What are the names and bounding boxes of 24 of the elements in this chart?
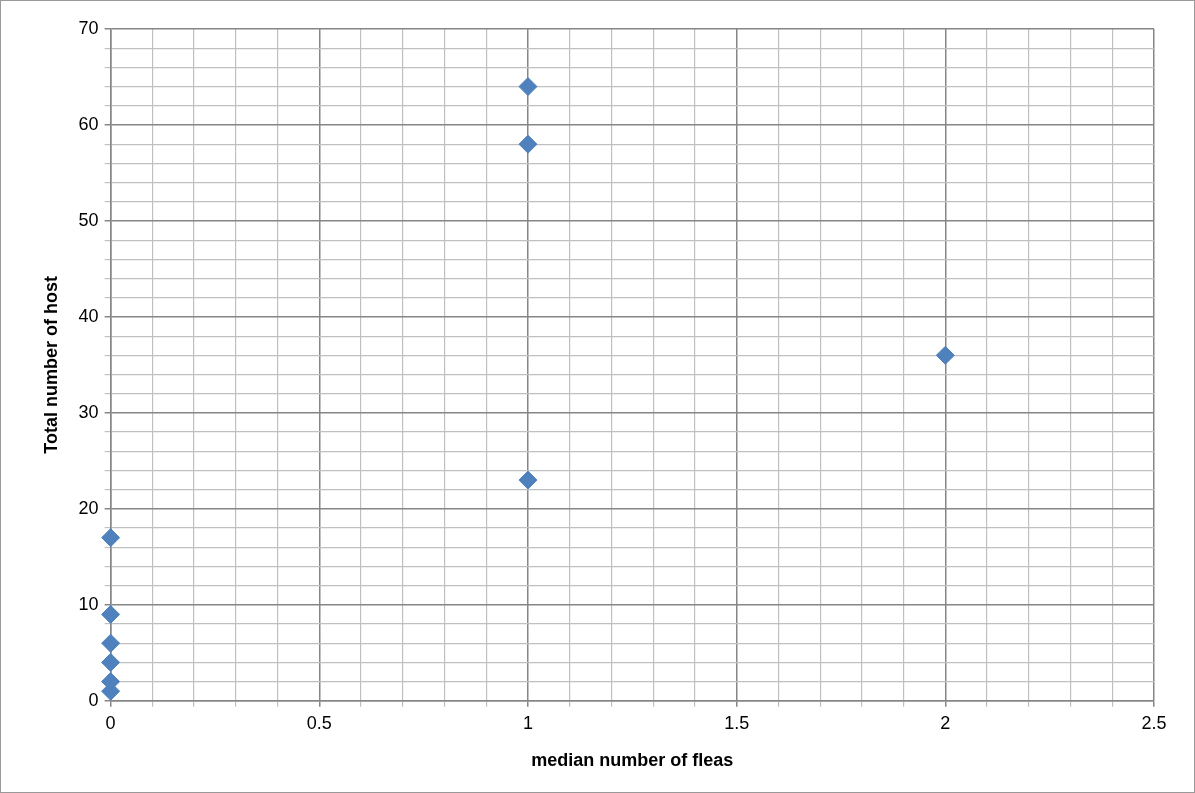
point <box>518 134 538 154</box>
y-tick-label: 40 <box>78 305 99 326</box>
x-axis-title: median number of fleas <box>531 750 734 771</box>
y-tick-label: 30 <box>78 401 99 422</box>
point <box>101 528 121 548</box>
y-tick-label: 0 <box>88 689 99 710</box>
x-tick-label: 0.5 <box>306 712 332 733</box>
y-tick-label: 50 <box>78 209 99 230</box>
point <box>101 633 121 653</box>
y-tick-label: 60 <box>78 113 99 134</box>
point <box>518 77 538 97</box>
x-tick-label: 1 <box>522 712 533 733</box>
x-tick-label: 1.5 <box>724 712 750 733</box>
y-tick-label: 20 <box>78 497 99 518</box>
point <box>935 345 955 365</box>
y-tick-label: 70 <box>78 17 99 38</box>
x-tick-label: 2 <box>940 712 951 733</box>
point <box>101 604 121 624</box>
x-tick-label: 0 <box>105 712 116 733</box>
point <box>518 470 538 490</box>
x-tick-label: 2.5 <box>1141 712 1167 733</box>
point <box>101 652 121 672</box>
y-axis-title: Total number of host <box>40 276 61 454</box>
y-tick-label: 10 <box>78 593 99 614</box>
